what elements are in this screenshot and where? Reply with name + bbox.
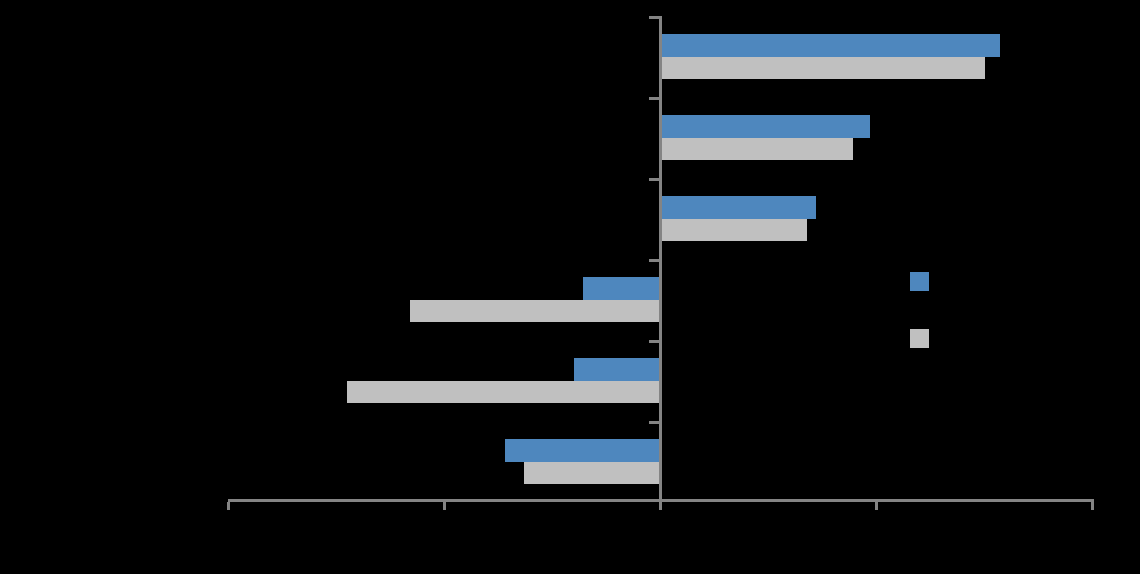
bar [504,439,661,462]
bar [524,461,661,484]
bar [660,115,871,138]
category-axis-tick [649,16,659,19]
bar [574,358,661,381]
bar [660,196,817,219]
value-axis-tick [1091,502,1094,510]
bar [660,218,808,241]
bar [409,299,661,322]
value-axis-tick [875,502,878,510]
bar [660,137,853,160]
value-axis-tick [659,502,662,510]
bar [660,56,985,79]
category-axis-line [659,16,662,502]
bar [582,277,661,300]
category-axis-tick [649,421,659,424]
category-axis-tick [649,178,659,181]
value-axis-line [228,499,1094,502]
category-axis-tick [649,97,659,100]
bar [660,34,1000,57]
value-axis-tick [227,502,230,510]
bar [347,380,661,403]
category-axis-tick [649,340,659,343]
legend-swatch-series2 [910,329,929,348]
legend-swatch-series1 [910,272,929,291]
value-axis-tick [443,502,446,510]
category-axis-tick [649,259,659,262]
